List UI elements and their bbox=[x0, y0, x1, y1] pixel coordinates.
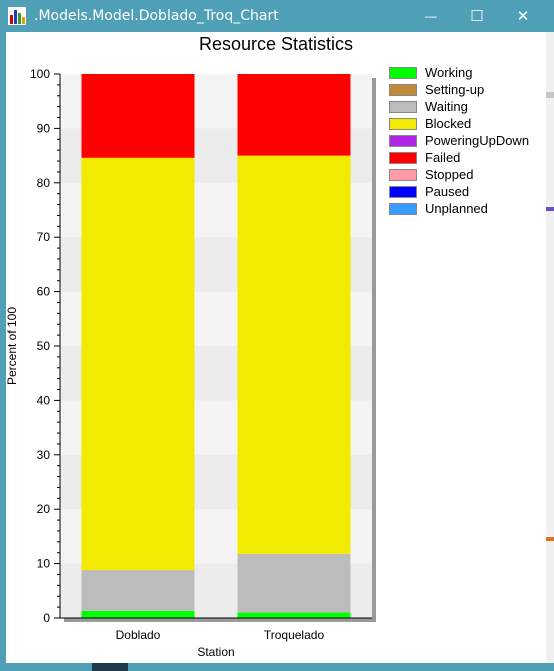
x-axis-label: Station bbox=[197, 645, 234, 659]
legend-label: PoweringUpDown bbox=[425, 133, 530, 148]
x-tick-label: Troquelado bbox=[264, 628, 325, 642]
legend-label: Setting-up bbox=[425, 82, 485, 97]
legend-item-failed: Failed bbox=[389, 149, 529, 166]
y-tick-label: 50 bbox=[37, 339, 51, 353]
close-icon: ✕ bbox=[516, 8, 530, 25]
y-tick-label: 30 bbox=[37, 448, 51, 462]
legend-label: Blocked bbox=[425, 116, 472, 131]
y-tick-label: 20 bbox=[37, 502, 51, 516]
maximize-icon: ☐ bbox=[470, 8, 484, 25]
bar-segment-blocked-troquelado bbox=[237, 155, 351, 554]
y-tick-label: 60 bbox=[37, 285, 51, 299]
x-tick-label: Doblado bbox=[116, 628, 161, 642]
title-bar[interactable]: .Models.Model.Doblado_Troq_Chart — ☐ ✕ bbox=[0, 0, 554, 32]
stacked-bar-chart: Doblado Troquelado 0 10 20 30 40 50 60 70 80 90 100 S… bbox=[6, 67, 376, 659]
y-tick-label: 40 bbox=[37, 393, 51, 407]
y-tick-label: 80 bbox=[37, 176, 51, 190]
legend-label: Stopped bbox=[425, 167, 474, 182]
minimize-button[interactable]: — bbox=[408, 0, 454, 32]
chart-area: Resource Statistics Doblado Troquelado 0 10… bbox=[6, 32, 546, 663]
legend-swatch bbox=[389, 134, 417, 147]
window-title: .Models.Model.Doblado_Troq_Chart bbox=[34, 8, 279, 24]
legend-item-waiting: Waiting bbox=[389, 98, 529, 115]
background-window-edge bbox=[546, 32, 554, 671]
legend-swatch bbox=[389, 117, 417, 130]
close-button[interactable]: ✕ bbox=[500, 0, 546, 32]
legend-item-setting-up: Setting-up bbox=[389, 81, 529, 98]
legend-swatch bbox=[389, 151, 417, 164]
bar-segment-working-troquelado bbox=[237, 612, 351, 618]
y-tick-label: 70 bbox=[37, 230, 51, 244]
legend-label: Paused bbox=[425, 184, 470, 199]
legend-label: Working bbox=[425, 65, 473, 80]
legend-swatch bbox=[389, 83, 417, 96]
legend-item-blocked: Blocked bbox=[389, 115, 529, 132]
legend-swatch bbox=[389, 100, 417, 113]
bar-segment-working-doblado bbox=[81, 610, 195, 618]
bar-segment-failed-doblado bbox=[81, 74, 195, 158]
legend-label: Failed bbox=[425, 150, 461, 165]
minimize-icon: — bbox=[425, 9, 437, 23]
chart-legend: Working Setting-up Waiting Blocked PoweringU… bbox=[389, 64, 529, 217]
legend-item-paused: Paused bbox=[389, 183, 529, 200]
bar-segment-failed-troquelado bbox=[237, 74, 351, 156]
y-tick-label: 0 bbox=[43, 611, 50, 625]
taskbar-edge bbox=[0, 663, 554, 671]
legend-swatch bbox=[389, 185, 417, 198]
legend-swatch bbox=[389, 66, 417, 79]
legend-swatch bbox=[389, 202, 417, 215]
legend-label: Unplanned bbox=[425, 201, 488, 216]
bar-segment-waiting-troquelado bbox=[237, 553, 351, 613]
chart-app-icon bbox=[8, 7, 26, 25]
bar-segment-blocked-doblado bbox=[81, 157, 195, 571]
chart-title: Resource Statistics bbox=[198, 34, 354, 54]
legend-item-unplanned: Unplanned bbox=[389, 200, 529, 217]
y-tick-label: 10 bbox=[37, 557, 51, 571]
legend-label: Waiting bbox=[425, 99, 468, 114]
y-tick-label: 100 bbox=[30, 67, 50, 81]
legend-item-stopped: Stopped bbox=[389, 166, 529, 183]
y-tick-label: 90 bbox=[37, 121, 51, 135]
legend-item-poweringupdown: PoweringUpDown bbox=[389, 132, 529, 149]
bar-segment-waiting-doblado bbox=[81, 570, 195, 611]
y-axis-label: Percent of 100 bbox=[6, 307, 19, 385]
legend-item-working: Working bbox=[389, 64, 529, 81]
maximize-button[interactable]: ☐ bbox=[454, 0, 500, 32]
legend-swatch bbox=[389, 168, 417, 181]
